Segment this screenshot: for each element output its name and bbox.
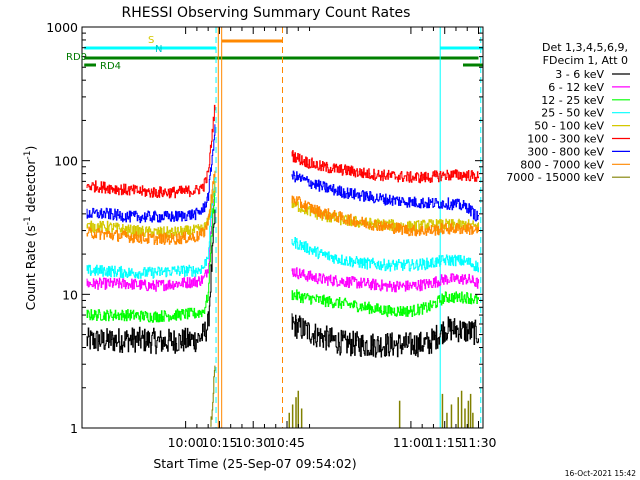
x-tick-label: 10:45 — [269, 435, 305, 450]
series-line — [86, 176, 216, 279]
legend-label: 3 - 6 keV — [555, 68, 604, 81]
timestamp: 16-Oct-2021 15:42 — [565, 469, 636, 478]
legend-label: 12 - 25 keV — [541, 94, 604, 107]
n-flag-label: N — [155, 44, 162, 55]
series-line — [86, 186, 216, 292]
plot-frame — [81, 26, 484, 429]
series-line — [291, 150, 479, 184]
legend-header-2: FDecim 1, Att 0 — [543, 54, 628, 67]
x-tick-label: 10:15 — [201, 435, 237, 450]
flag-layer — [84, 39, 483, 67]
series-layer — [86, 104, 479, 428]
y-axis-label-part: ) — [23, 146, 38, 151]
y-tick-label: 100 — [54, 154, 78, 169]
legend-label: 50 - 100 keV — [534, 120, 604, 133]
x-tick-label: 11:00 — [393, 435, 429, 450]
legend-label: 7000 - 15000 keV — [506, 171, 604, 184]
series-line — [86, 209, 216, 355]
legend-label: 6 - 12 keV — [548, 81, 604, 94]
x-tick-label: 11:30 — [460, 435, 496, 450]
y-tick-label: 1000 — [46, 20, 78, 35]
legend-label: 100 - 300 keV — [527, 133, 604, 146]
y-axis-label-sup: -1 — [23, 216, 33, 225]
series-line — [291, 289, 479, 318]
legend-label: 25 - 50 keV — [541, 107, 604, 120]
series-line — [86, 104, 216, 199]
series-line — [210, 365, 216, 427]
series-line — [291, 267, 479, 293]
rd4-label: RD4 — [100, 61, 121, 72]
series-line — [291, 170, 479, 222]
chart-title: RHESSI Observing Summary Count Rates — [122, 5, 411, 21]
y-axis-label-part: Count Rate (s — [23, 225, 38, 310]
series-line — [291, 195, 479, 237]
series-line — [291, 237, 479, 273]
x-tick-label: 10:00 — [168, 435, 204, 450]
legend-header-1: Det 1,3,4,5,6,9, — [542, 41, 628, 54]
series-line — [291, 313, 479, 358]
series-line — [86, 124, 216, 224]
legend: Det 1,3,4,5,6,9, FDecim 1, Att 0 3 - 6 k… — [506, 41, 630, 184]
y-axis-label-part: detector — [23, 159, 38, 217]
y-axis-label-sup: -1 — [23, 151, 33, 160]
series-line — [86, 192, 216, 323]
legend-label: 800 - 7000 keV — [520, 158, 604, 171]
legend-label: 300 - 800 keV — [527, 145, 604, 158]
y-axis-label: Count Rate (s-1 detector-1) — [23, 146, 38, 311]
y-tick-label: 10 — [62, 287, 78, 302]
rd0-label: RD0 — [66, 52, 87, 63]
y-tick-label: 1 — [70, 421, 78, 436]
x-axis-label: Start Time (25-Sep-07 09:54:02) — [153, 456, 356, 471]
s-flag-label: S — [148, 35, 154, 46]
series-line — [86, 170, 216, 245]
x-tick-label: 10:30 — [235, 435, 271, 450]
x-tick-label: 11:15 — [427, 435, 463, 450]
